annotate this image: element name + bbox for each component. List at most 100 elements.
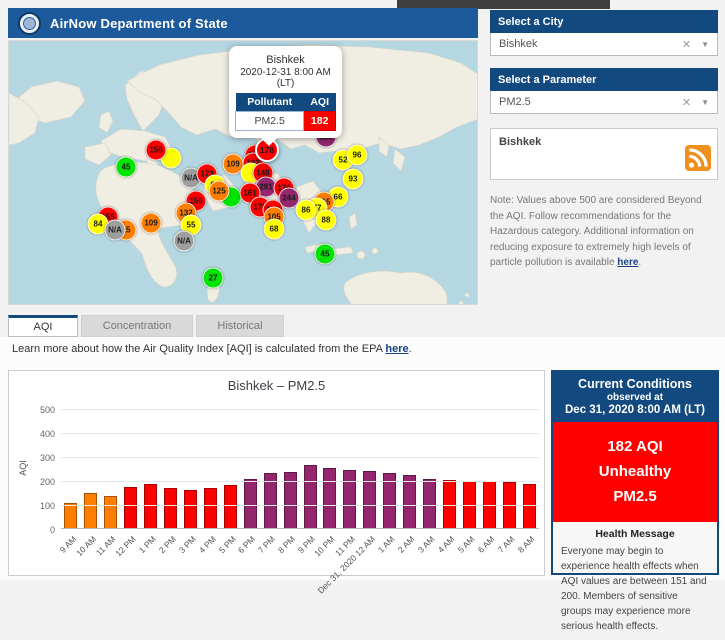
popup-city: Bishkek — [266, 54, 305, 66]
chart-bar[interactable] — [223, 484, 237, 528]
chart-bar[interactable] — [104, 495, 118, 528]
popup-col-aqi: AQI — [303, 93, 336, 112]
map-marker[interactable]: N/A — [173, 230, 195, 252]
popup-pollutant-value: PM2.5 — [234, 111, 305, 131]
y-tick-label: 100 — [39, 501, 55, 511]
chart-bar[interactable] — [243, 478, 257, 528]
chart-bar[interactable] — [203, 488, 217, 528]
chart-y-axis-label: AQI — [17, 460, 28, 476]
chart-bar[interactable] — [303, 465, 317, 528]
chart-bar[interactable] — [263, 473, 277, 528]
world-map[interactable]: 15645109N/A173931251561321558415N/A10955… — [8, 40, 478, 305]
current-conditions-title: Current Conditions — [578, 377, 692, 391]
top-dark-strip — [397, 0, 610, 9]
chart-bar[interactable] — [323, 468, 337, 528]
select-parameter-header: Select a Parameter — [490, 68, 718, 91]
chart-bar[interactable] — [84, 493, 98, 528]
x-tick-label: 5 AM — [455, 534, 477, 555]
chart-bar[interactable] — [124, 486, 138, 528]
chart-bar[interactable] — [522, 484, 536, 528]
map-marker[interactable]: N/A — [104, 219, 126, 241]
map-marker[interactable]: 125 — [208, 180, 230, 202]
popup-table: Pollutant AQI PM2.5 182 — [234, 93, 336, 131]
note-here-link[interactable]: here — [617, 257, 639, 268]
app-title: AirNow Department of State — [50, 15, 228, 31]
y-tick-label: 200 — [39, 477, 55, 487]
rss-icon[interactable] — [685, 145, 711, 171]
aqi-category: Unhealthy — [598, 462, 672, 480]
chart-bar[interactable] — [403, 474, 417, 528]
parameter-chevron-down-icon[interactable]: ▼ — [701, 97, 709, 107]
marker-layer: 15645109N/A173931251561321558415N/A10955… — [9, 41, 477, 304]
observed-datetime: Dec 31, 2020 8:00 AM (LT) — [565, 404, 705, 416]
popup-col-pollutant: Pollutant — [235, 93, 304, 112]
x-tick-label: 2 AM — [395, 534, 417, 555]
aqi-status-block: 182 AQI Unhealthy PM2.5 — [553, 422, 717, 523]
x-tick-label: 2 PM — [156, 534, 178, 556]
map-marker[interactable]: 88 — [315, 209, 337, 231]
chart-x-labels: 9 AM 10 AM 11 AM 12 PM 1 PM 2 PM 3 PM 4 PM 5 PM 6… — [57, 531, 539, 596]
x-tick-label: 6 AM — [475, 534, 497, 555]
map-marker[interactable]: N/A — [180, 167, 202, 189]
aqi-chart: Bishkek – PM2.5 AQI 0 100 200 300 400 500 9 A… — [8, 370, 545, 596]
chart-bar[interactable] — [442, 480, 456, 528]
tab-aqi[interactable]: AQI — [8, 315, 78, 337]
map-marker[interactable]: 156 — [145, 139, 167, 161]
chart-bar[interactable] — [144, 484, 158, 528]
x-tick-label: 7 AM — [495, 534, 517, 555]
chart-bar[interactable] — [283, 472, 297, 528]
feed-box: Bishkek — [490, 128, 718, 180]
health-message-text: Everyone may begin to experience health … — [561, 546, 707, 633]
x-tick-label: 1 PM — [136, 534, 158, 556]
parameter-clear-icon[interactable]: ✕ — [681, 96, 692, 109]
current-conditions-panel: Current Conditions observed at Dec 31, 2… — [551, 370, 719, 632]
chart-bar[interactable] — [64, 502, 78, 528]
map-marker[interactable]: 45 — [115, 156, 137, 178]
tab-historical[interactable]: Historical — [196, 315, 284, 337]
x-tick-label: 3 PM — [176, 534, 198, 556]
chart-bar[interactable] — [363, 470, 377, 528]
map-marker[interactable]: 109 — [140, 212, 162, 234]
x-tick-label: 8 AM — [515, 534, 537, 555]
y-tick-label: 400 — [39, 429, 55, 439]
aqi-parameter: PM2.5 — [613, 487, 657, 505]
map-marker[interactable]: 45 — [314, 243, 336, 265]
x-tick-label: 6 PM — [236, 534, 258, 556]
y-tick-label: 300 — [39, 453, 55, 463]
city-clear-icon[interactable]: ✕ — [681, 38, 692, 51]
popup-aqi-value: 182 — [303, 111, 336, 131]
map-marker[interactable]: 27 — [202, 267, 224, 289]
city-chevron-down-icon[interactable]: ▼ — [701, 39, 709, 49]
aqi-value: 182 AQI — [607, 438, 663, 455]
chart-bar[interactable] — [423, 478, 437, 528]
map-marker[interactable]: 68 — [263, 218, 285, 240]
chart-bar[interactable] — [502, 481, 516, 528]
x-tick-label: 1 AM — [376, 534, 397, 555]
tab-bar: AQI Concentration Historical — [8, 315, 284, 337]
chart-bar[interactable] — [383, 472, 397, 528]
learn-more-period: . — [408, 343, 412, 355]
note-period: . — [638, 257, 642, 268]
popup-datetime: 2020-12-31 8:00 AM — [240, 67, 331, 78]
sidebar: Select a City Bishkek ✕ ▼ Select a Param… — [490, 10, 718, 271]
chart-bar[interactable] — [183, 489, 197, 528]
city-select[interactable]: Bishkek ✕ ▼ — [490, 33, 718, 56]
learn-more-text: Learn more about how the Air Quality Ind… — [12, 343, 412, 355]
tab-concentration[interactable]: Concentration — [81, 315, 193, 337]
x-tick-label: 8 PM — [276, 534, 298, 556]
map-marker[interactable]: 93 — [342, 168, 364, 190]
gridline — [61, 505, 539, 506]
chart-bar[interactable] — [164, 487, 178, 528]
learn-more-here-link[interactable]: here — [385, 343, 409, 355]
app-header: AirNow Department of State — [8, 8, 478, 38]
parameter-select[interactable]: PM2.5 ✕ ▼ — [490, 91, 718, 114]
map-marker[interactable]: 86 — [295, 199, 317, 221]
city-select-value: Bishkek — [499, 38, 538, 50]
y-tick-label: 500 — [39, 405, 55, 415]
map-marker[interactable]: 96 — [346, 144, 368, 166]
chart-bar[interactable] — [343, 470, 357, 528]
note-text: Note: Values above 500 are considered Be… — [490, 195, 702, 268]
aqi-note: Note: Values above 500 are considered Be… — [490, 193, 718, 271]
map-marker[interactable]: 244 — [278, 187, 300, 209]
x-tick-label: 4 PM — [196, 534, 218, 556]
